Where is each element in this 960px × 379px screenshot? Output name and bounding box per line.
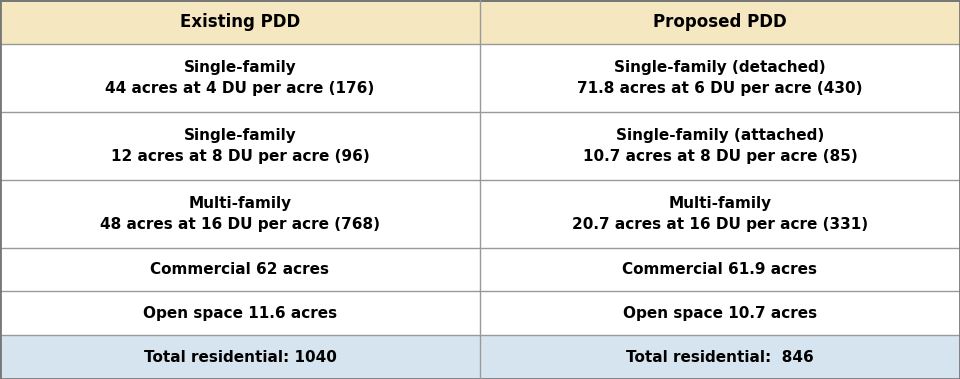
Bar [480, 44, 960, 112]
Text: Single-family (attached)
10.7 acres at 8 DU per acre (85): Single-family (attached) 10.7 acres at 8… [583, 128, 857, 164]
Text: Commercial 61.9 acres: Commercial 61.9 acres [622, 262, 818, 277]
Text: Total residential:  846: Total residential: 846 [626, 349, 814, 365]
Text: Total residential: 1040: Total residential: 1040 [144, 349, 336, 365]
Text: Multi-family
48 acres at 16 DU per acre (768): Multi-family 48 acres at 16 DU per acre … [100, 196, 380, 232]
Text: Existing PDD: Existing PDD [180, 13, 300, 31]
Bar [0, 180, 480, 247]
Text: Single-family
44 acres at 4 DU per acre (176): Single-family 44 acres at 4 DU per acre … [106, 60, 374, 96]
Text: Open space 10.7 acres: Open space 10.7 acres [623, 306, 817, 321]
Text: Open space 11.6 acres: Open space 11.6 acres [143, 306, 337, 321]
Text: Multi-family
20.7 acres at 16 DU per acre (331): Multi-family 20.7 acres at 16 DU per acr… [572, 196, 868, 232]
Bar [0, 112, 480, 180]
Bar [0, 44, 480, 112]
Bar [0, 335, 480, 379]
Bar [480, 291, 960, 335]
Text: Single-family (detached)
71.8 acres at 6 DU per acre (430): Single-family (detached) 71.8 acres at 6… [577, 60, 863, 96]
Text: Proposed PDD: Proposed PDD [653, 13, 787, 31]
Bar [480, 0, 960, 44]
Bar [480, 247, 960, 291]
Bar [0, 0, 480, 44]
Bar [0, 291, 480, 335]
Bar [480, 112, 960, 180]
Bar [480, 335, 960, 379]
Text: Commercial 62 acres: Commercial 62 acres [151, 262, 329, 277]
Text: Single-family
12 acres at 8 DU per acre (96): Single-family 12 acres at 8 DU per acre … [110, 128, 370, 164]
Bar [480, 180, 960, 247]
Bar [0, 247, 480, 291]
